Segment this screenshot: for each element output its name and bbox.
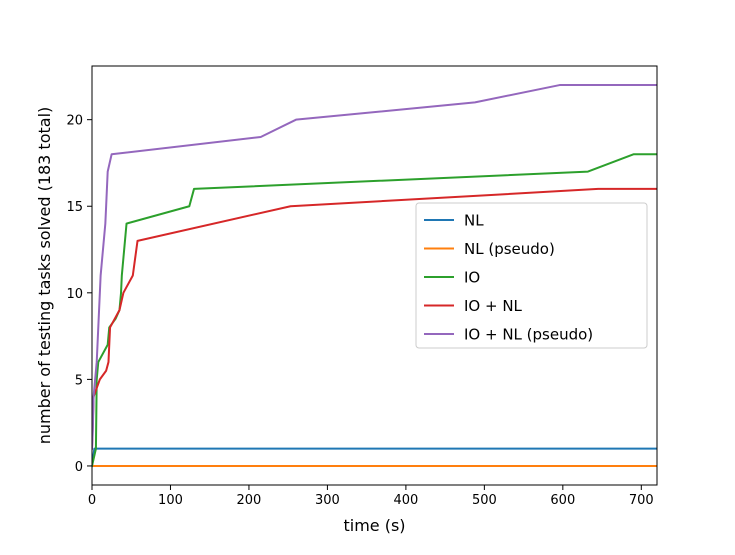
x-tick-label: 200 <box>237 493 262 508</box>
series-line-0 <box>92 447 657 468</box>
plot-frame <box>91 65 658 486</box>
legend-label-3: IO + NL <box>464 297 523 315</box>
series-line-3 <box>92 187 657 450</box>
x-tick-label: 0 <box>88 493 96 508</box>
legend-label-1: NL (pseudo) <box>464 240 555 258</box>
y-tick-label: 5 <box>75 373 83 388</box>
x-tick-label: 600 <box>550 493 575 508</box>
x-tick-label: 300 <box>315 493 340 508</box>
legend-label-0: NL <box>464 212 484 230</box>
y-tick-label: 0 <box>75 460 83 475</box>
y-tick-label: 20 <box>66 114 83 129</box>
x-axis-label: time (s) <box>343 516 405 535</box>
series-line-2 <box>92 153 657 468</box>
x-tick-label: 500 <box>472 493 497 508</box>
series-line-4 <box>92 84 657 450</box>
x-tick-label: 100 <box>158 493 183 508</box>
legend-label-4: IO + NL (pseudo) <box>464 326 593 344</box>
legend-box <box>415 202 648 349</box>
legend-label-2: IO <box>464 269 480 287</box>
y-tick-label: 10 <box>66 287 83 302</box>
x-tick-label: 400 <box>393 493 418 508</box>
y-axis-label: number of testing tasks solved (183 tota… <box>35 107 54 445</box>
plot-series-group <box>92 84 657 468</box>
y-tick-label: 15 <box>66 200 83 215</box>
x-tick-label: 700 <box>629 493 654 508</box>
